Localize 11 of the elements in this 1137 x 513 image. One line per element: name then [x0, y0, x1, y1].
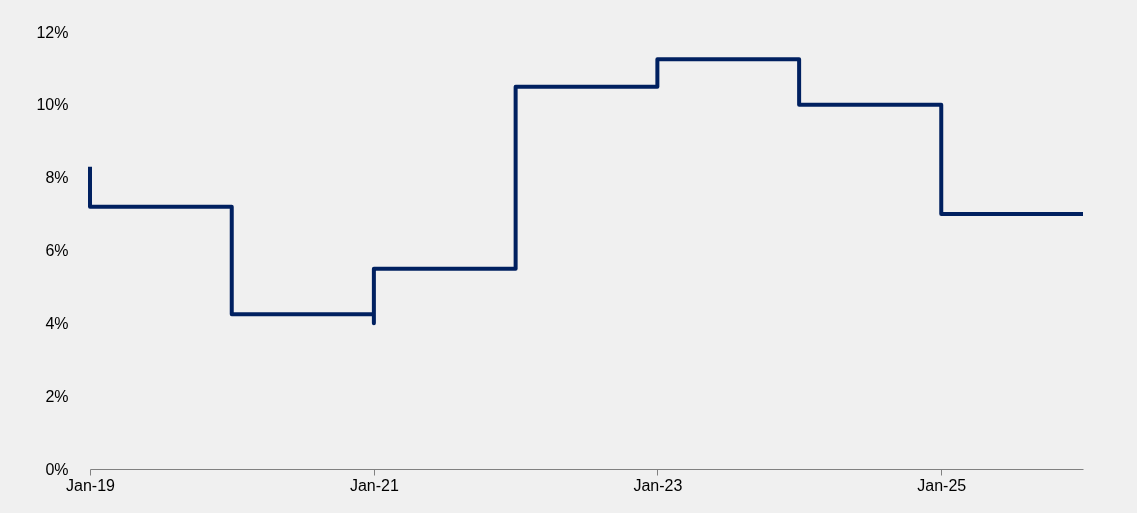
y-tick-label: 8%	[45, 169, 69, 187]
y-tick-label: 6%	[45, 242, 69, 259]
y-tick-label: 0%	[45, 460, 69, 478]
y-tick-label: 10%	[36, 96, 69, 114]
y-tick-label: 12%	[36, 23, 69, 41]
x-tick-label: Jan-25	[917, 476, 967, 494]
x-tick-label: Jan-23	[633, 476, 683, 494]
x-tick-label: Jan-21	[349, 476, 399, 494]
x-tick-label: Jan-19	[66, 476, 116, 494]
y-tick-label: 4%	[45, 314, 69, 332]
y-tick-label: 2%	[45, 387, 69, 405]
